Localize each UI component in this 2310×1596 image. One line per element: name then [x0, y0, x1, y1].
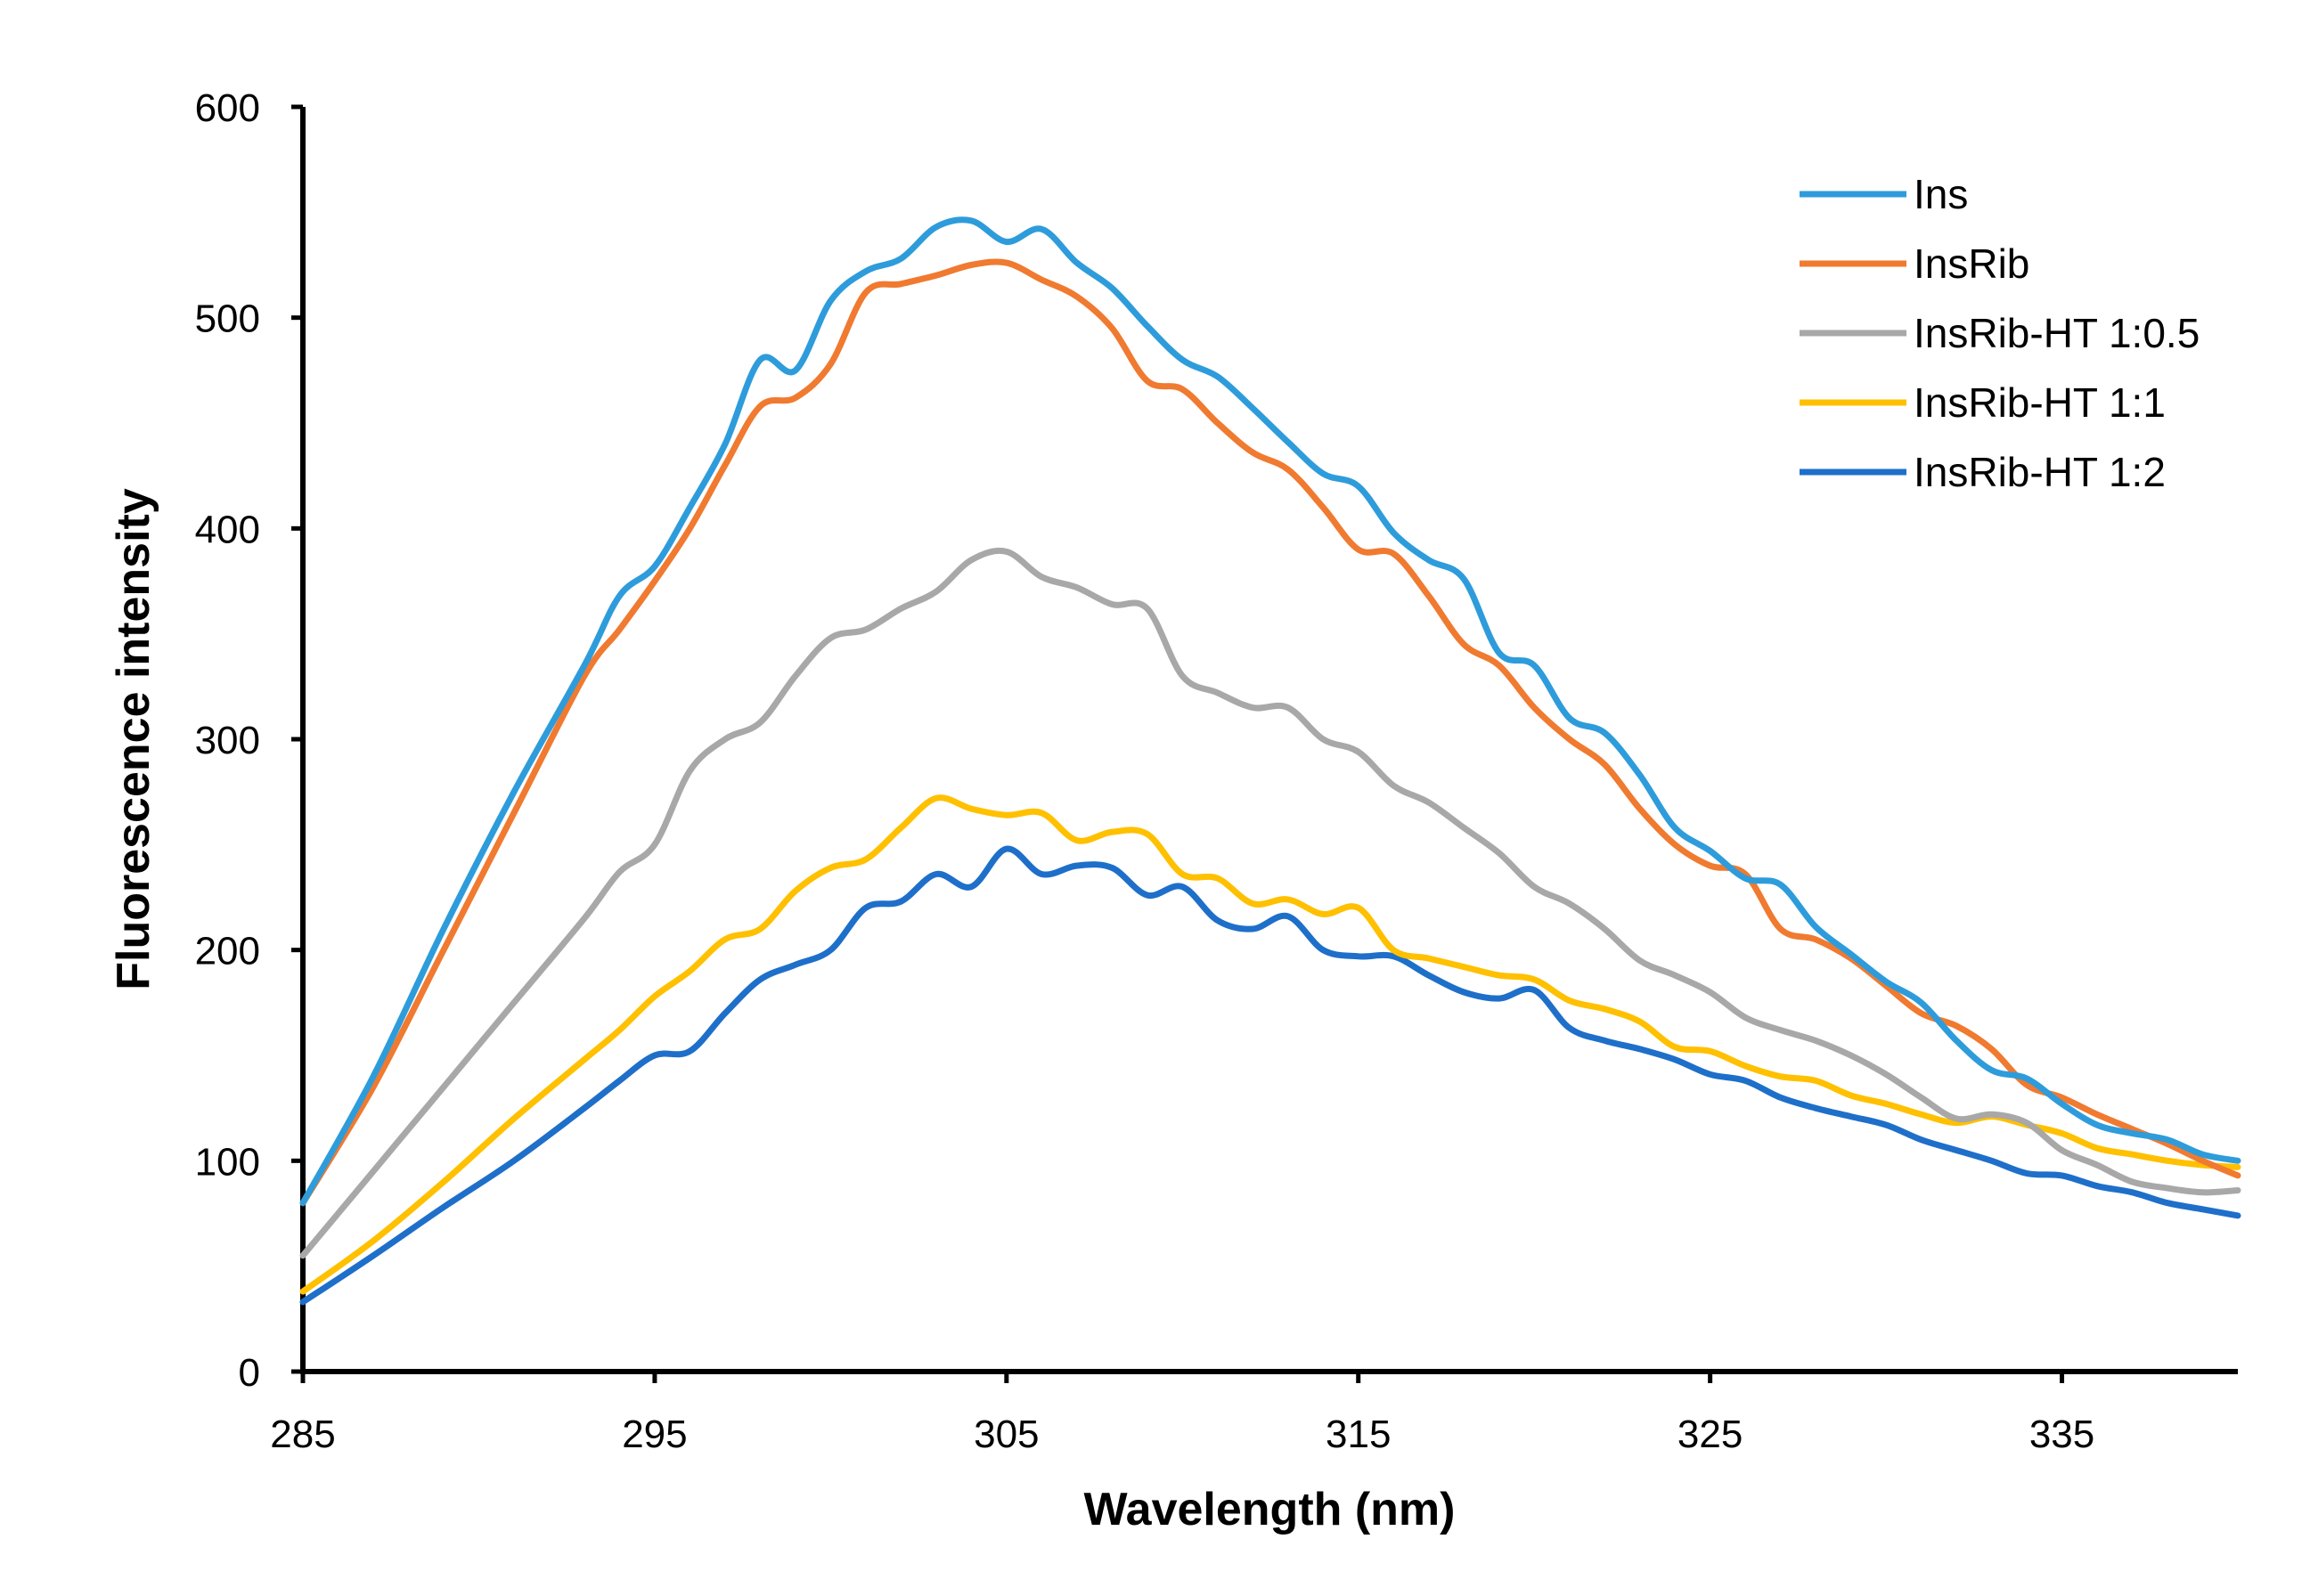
- x-tick-label: 325: [1677, 1413, 1743, 1456]
- y-tick-label: 500: [195, 297, 260, 341]
- x-tick-label: 315: [1326, 1413, 1391, 1456]
- legend-label-insrib-ht-1-2: InsRib-HT 1:2: [1914, 449, 2166, 495]
- series-line-ins: [299, 216, 2241, 1207]
- x-ticks: 285 295 305 315 325 335: [270, 1372, 2094, 1456]
- legend: Ins InsRib InsRib-HT 1:0.5 InsRib-HT 1:1 Ins…: [1800, 171, 2200, 495]
- y-tick-label: 200: [195, 930, 260, 973]
- y-tick-label: 0: [239, 1351, 260, 1395]
- series-line-insrib-ht-1-2: [299, 845, 2241, 1306]
- legend-label-insrib: InsRib: [1914, 240, 2029, 287]
- x-tick-label: 295: [622, 1413, 687, 1456]
- y-axis-title: Fluorescence intensity: [108, 488, 159, 990]
- legend-label-insrib-ht-1-0-5: InsRib-HT 1:0.5: [1914, 310, 2200, 356]
- y-tick-label: 100: [195, 1140, 260, 1184]
- series-line-insrib-ht-1-0-5: [299, 547, 2241, 1259]
- legend-label-insrib-ht-1-1: InsRib-HT 1:1: [1914, 379, 2166, 426]
- series-line-insrib: [299, 258, 2241, 1207]
- y-tick-label: 600: [195, 86, 260, 130]
- x-tick-label: 335: [2029, 1413, 2094, 1456]
- y-tick-label: 300: [195, 719, 260, 762]
- y-ticks: 0 100 200 300 400 500 600: [195, 86, 303, 1395]
- x-axis-title: Wavelength (nm): [1084, 1484, 1456, 1535]
- axes: [300, 107, 2238, 1374]
- series-line-insrib-ht-1-1: [299, 794, 2241, 1295]
- x-tick-label: 305: [974, 1413, 1039, 1456]
- y-tick-label: 400: [195, 508, 260, 551]
- legend-label-ins: Ins: [1914, 171, 1968, 217]
- x-tick-label: 285: [270, 1413, 335, 1456]
- series-lines: [299, 216, 2241, 1306]
